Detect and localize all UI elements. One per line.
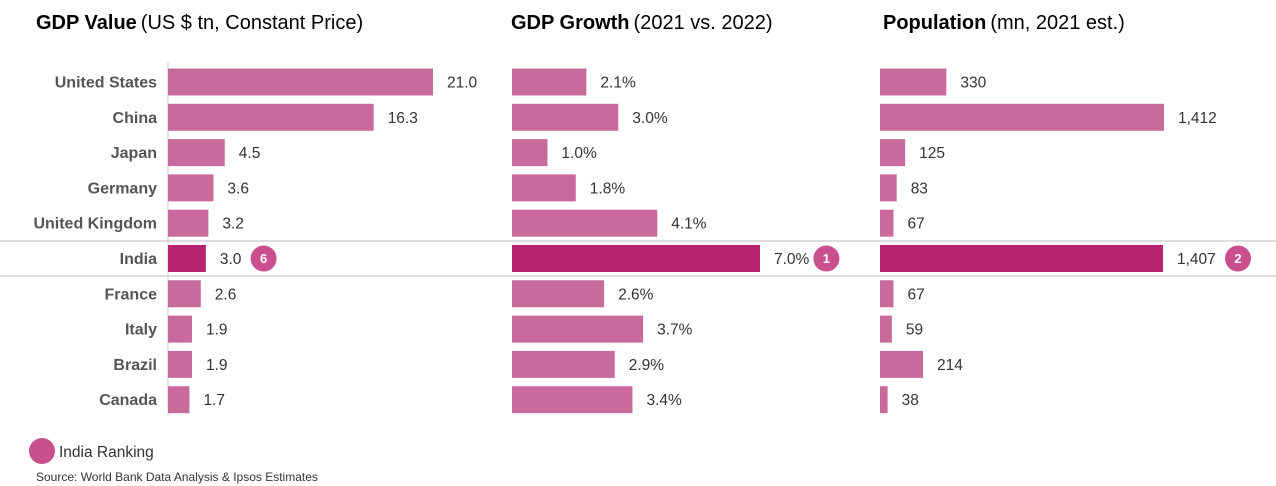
bar-gdp-value-brazil [168, 350, 192, 378]
value-label-gdp-growth-japan: 1.0% [561, 145, 597, 162]
value-label-gdp-growth-france: 2.6% [618, 286, 654, 303]
value-label-gdp-growth-china: 3.0% [632, 110, 668, 127]
category-label-united-kingdom: United Kingdom [33, 216, 157, 233]
value-label-gdp-growth-india: 7.0% [774, 251, 810, 268]
bar-gdp-growth-brazil [512, 350, 615, 378]
rank-badge-population [1224, 245, 1251, 272]
legend-india-ranking-marker [29, 438, 55, 464]
bar-gdp-value-germany [168, 174, 214, 202]
panel-title-gdp-value: GDP Value (US $ tn, Constant Price) [36, 12, 363, 34]
rank-badge-gdp-value [250, 245, 277, 272]
value-label-gdp-growth-brazil: 2.9% [629, 357, 665, 374]
source-note: Source: World Bank Data Analysis & Ipsos… [36, 470, 318, 484]
value-label-gdp-value-brazil: 1.9 [206, 357, 228, 374]
value-label-population-canada: 38 [902, 392, 919, 409]
legend-india-ranking-label: India Ranking [59, 444, 154, 461]
value-label-gdp-value-china: 16.3 [388, 110, 418, 127]
bar-population-india [880, 245, 1163, 272]
rank-badge-number-gdp-value: 6 [260, 251, 267, 266]
bar-population-united-kingdom [880, 209, 894, 237]
value-label-gdp-growth-canada: 3.4% [646, 392, 682, 409]
bar-gdp-growth-china [512, 103, 619, 131]
value-label-gdp-value-france: 2.6 [215, 286, 237, 303]
rank-badge-gdp-growth [813, 245, 840, 272]
value-label-gdp-growth-italy: 3.7% [657, 322, 693, 339]
bar-gdp-growth-india [512, 245, 760, 272]
value-label-gdp-value-india: 3.0 [220, 251, 242, 268]
value-label-population-france: 67 [907, 286, 924, 303]
bar-gdp-growth-france [512, 280, 605, 308]
panel-population: 330 1,412 125 83 67 1,407 2 67 59 214 38 [880, 68, 1251, 414]
value-label-gdp-value-united-kingdom: 3.2 [222, 216, 244, 233]
panel-title-population: Population (mn, 2021 est.) [883, 12, 1125, 34]
bar-gdp-growth-japan [512, 139, 548, 167]
value-label-gdp-value-japan: 4.5 [239, 145, 261, 162]
value-label-gdp-value-canada: 1.7 [203, 392, 225, 409]
value-label-population-united-states: 330 [960, 75, 986, 92]
bar-gdp-value-china [168, 103, 374, 131]
bar-gdp-growth-canada [512, 386, 633, 414]
panel-gdp-value: 21.0 16.3 4.5 3.6 3.2 3.0 6 2.6 1.9 1.9 1.7 [167, 62, 478, 415]
bar-gdp-value-italy [168, 315, 192, 343]
value-label-population-china: 1,412 [1178, 110, 1217, 127]
category-label-united-states: United States [55, 75, 157, 92]
bar-gdp-value-japan [168, 139, 225, 167]
bar-panels: 21.0 16.3 4.5 3.6 3.2 3.0 6 2.6 1.9 1.9 1.7 2.1% 3.0… [167, 62, 1251, 415]
bar-gdp-value-india [168, 245, 206, 272]
category-label-brazil: Brazil [113, 357, 157, 374]
category-label-canada: Canada [99, 392, 157, 409]
value-label-population-italy: 59 [906, 322, 923, 339]
panel-gdp-growth: 2.1% 3.0% 1.0% 1.8% 4.1% 7.0% 1 2.6% 3.7% 2.9% 3.4… [512, 68, 840, 414]
value-label-gdp-value-germany: 3.6 [227, 180, 249, 197]
value-label-population-brazil: 214 [937, 357, 963, 374]
bar-population-china [880, 103, 1164, 131]
bar-gdp-value-canada [168, 386, 190, 414]
value-label-gdp-growth-united-states: 2.1% [600, 75, 636, 92]
category-label-china: China [113, 110, 158, 127]
bar-population-italy [880, 315, 892, 343]
bar-gdp-value-france [168, 280, 201, 308]
value-label-gdp-value-united-states: 21.0 [447, 75, 478, 92]
value-label-population-germany: 83 [911, 180, 928, 197]
value-label-population-japan: 125 [919, 145, 945, 162]
bar-gdp-value-united-states [168, 68, 433, 96]
bar-gdp-growth-united-kingdom [512, 209, 658, 237]
bar-gdp-value-united-kingdom [168, 209, 209, 237]
value-label-population-united-kingdom: 67 [907, 216, 924, 233]
value-label-population-india: 1,407 [1177, 251, 1216, 268]
bar-gdp-growth-italy [512, 315, 644, 343]
category-label-germany: Germany [88, 180, 157, 197]
rank-badge-number-gdp-growth: 1 [823, 251, 830, 266]
category-label-france: France [105, 286, 158, 303]
category-label-italy: Italy [125, 322, 157, 339]
bar-population-canada [880, 386, 888, 414]
value-label-gdp-growth-germany: 1.8% [590, 180, 626, 197]
rank-badge-number-population: 2 [1234, 251, 1241, 266]
value-label-gdp-growth-united-kingdom: 4.1% [671, 216, 707, 233]
category-label-india: India [120, 251, 157, 268]
category-labels: United States China Japan Germany United Kin… [33, 75, 157, 410]
bar-population-brazil [880, 350, 924, 378]
bar-gdp-growth-germany [512, 174, 576, 202]
bar-population-japan [880, 139, 906, 167]
bar-population-france [880, 280, 894, 308]
category-label-japan: Japan [111, 145, 157, 162]
bar-population-united-states [880, 68, 947, 96]
panel-title-gdp-growth: GDP Growth (2021 vs. 2022) [511, 12, 773, 34]
bar-gdp-growth-united-states [512, 68, 587, 96]
value-label-gdp-value-italy: 1.9 [206, 322, 228, 339]
bar-population-germany [880, 174, 897, 202]
